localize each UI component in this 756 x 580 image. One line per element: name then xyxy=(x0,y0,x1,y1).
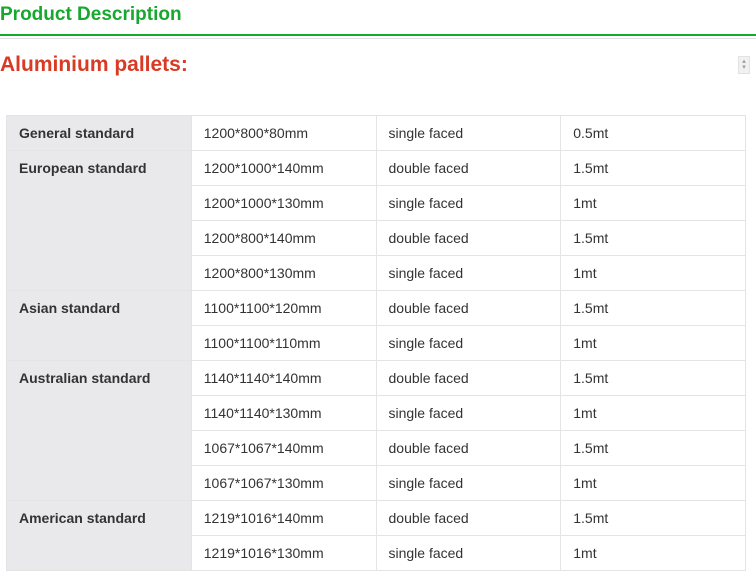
load-cell: 1.5mt xyxy=(561,431,746,466)
table-row: Australian standard1140*1140*140mmdouble… xyxy=(7,361,746,396)
load-cell: 1mt xyxy=(561,186,746,221)
face-cell: single faced xyxy=(376,256,561,291)
face-cell: double faced xyxy=(376,151,561,186)
face-cell: single faced xyxy=(376,396,561,431)
face-cell: single faced xyxy=(376,536,561,571)
section-title: Product Description xyxy=(0,0,756,36)
dimension-cell: 1200*800*140mm xyxy=(191,221,376,256)
load-cell: 1.5mt xyxy=(561,221,746,256)
face-cell: single faced xyxy=(376,186,561,221)
load-cell: 1.5mt xyxy=(561,291,746,326)
load-cell: 0.5mt xyxy=(561,116,746,151)
face-cell: single faced xyxy=(376,326,561,361)
load-cell: 1mt xyxy=(561,256,746,291)
subtitle-row: Aluminium pallets: ▴▾ xyxy=(0,39,756,115)
load-cell: 1mt xyxy=(561,326,746,361)
group-cell: Australian standard xyxy=(7,361,192,501)
group-cell: American standard xyxy=(7,501,192,571)
load-cell: 1mt xyxy=(561,536,746,571)
face-cell: single faced xyxy=(376,466,561,501)
table-row: American standard1219*1016*140mmdouble f… xyxy=(7,501,746,536)
dimension-cell: 1200*800*130mm xyxy=(191,256,376,291)
table-row: General standard1200*800*80mmsingle face… xyxy=(7,116,746,151)
group-cell: European standard xyxy=(7,151,192,291)
dimension-cell: 1140*1140*140mm xyxy=(191,361,376,396)
face-cell: double faced xyxy=(376,221,561,256)
dimension-cell: 1200*1000*130mm xyxy=(191,186,376,221)
face-cell: single faced xyxy=(376,116,561,151)
dimension-cell: 1140*1140*130mm xyxy=(191,396,376,431)
dimension-cell: 1200*800*80mm xyxy=(191,116,376,151)
dimension-cell: 1067*1067*130mm xyxy=(191,466,376,501)
load-cell: 1.5mt xyxy=(561,151,746,186)
load-cell: 1mt xyxy=(561,466,746,501)
table-row: European standard1200*1000*140mmdouble f… xyxy=(7,151,746,186)
dimension-cell: 1219*1016*130mm xyxy=(191,536,376,571)
load-cell: 1.5mt xyxy=(561,501,746,536)
dimension-cell: 1100*1100*120mm xyxy=(191,291,376,326)
table-row: Asian standard1100*1100*120mmdouble face… xyxy=(7,291,746,326)
collapse-toggle-icon[interactable]: ▴▾ xyxy=(738,56,750,74)
dimension-cell: 1219*1016*140mm xyxy=(191,501,376,536)
pallet-table: General standard1200*800*80mmsingle face… xyxy=(6,115,746,571)
face-cell: double faced xyxy=(376,361,561,396)
face-cell: double faced xyxy=(376,431,561,466)
face-cell: double faced xyxy=(376,291,561,326)
load-cell: 1.5mt xyxy=(561,361,746,396)
dimension-cell: 1200*1000*140mm xyxy=(191,151,376,186)
group-cell: General standard xyxy=(7,116,192,151)
group-cell: Asian standard xyxy=(7,291,192,361)
load-cell: 1mt xyxy=(561,396,746,431)
subtitle: Aluminium pallets: xyxy=(0,53,188,77)
face-cell: double faced xyxy=(376,501,561,536)
dimension-cell: 1100*1100*110mm xyxy=(191,326,376,361)
dimension-cell: 1067*1067*140mm xyxy=(191,431,376,466)
